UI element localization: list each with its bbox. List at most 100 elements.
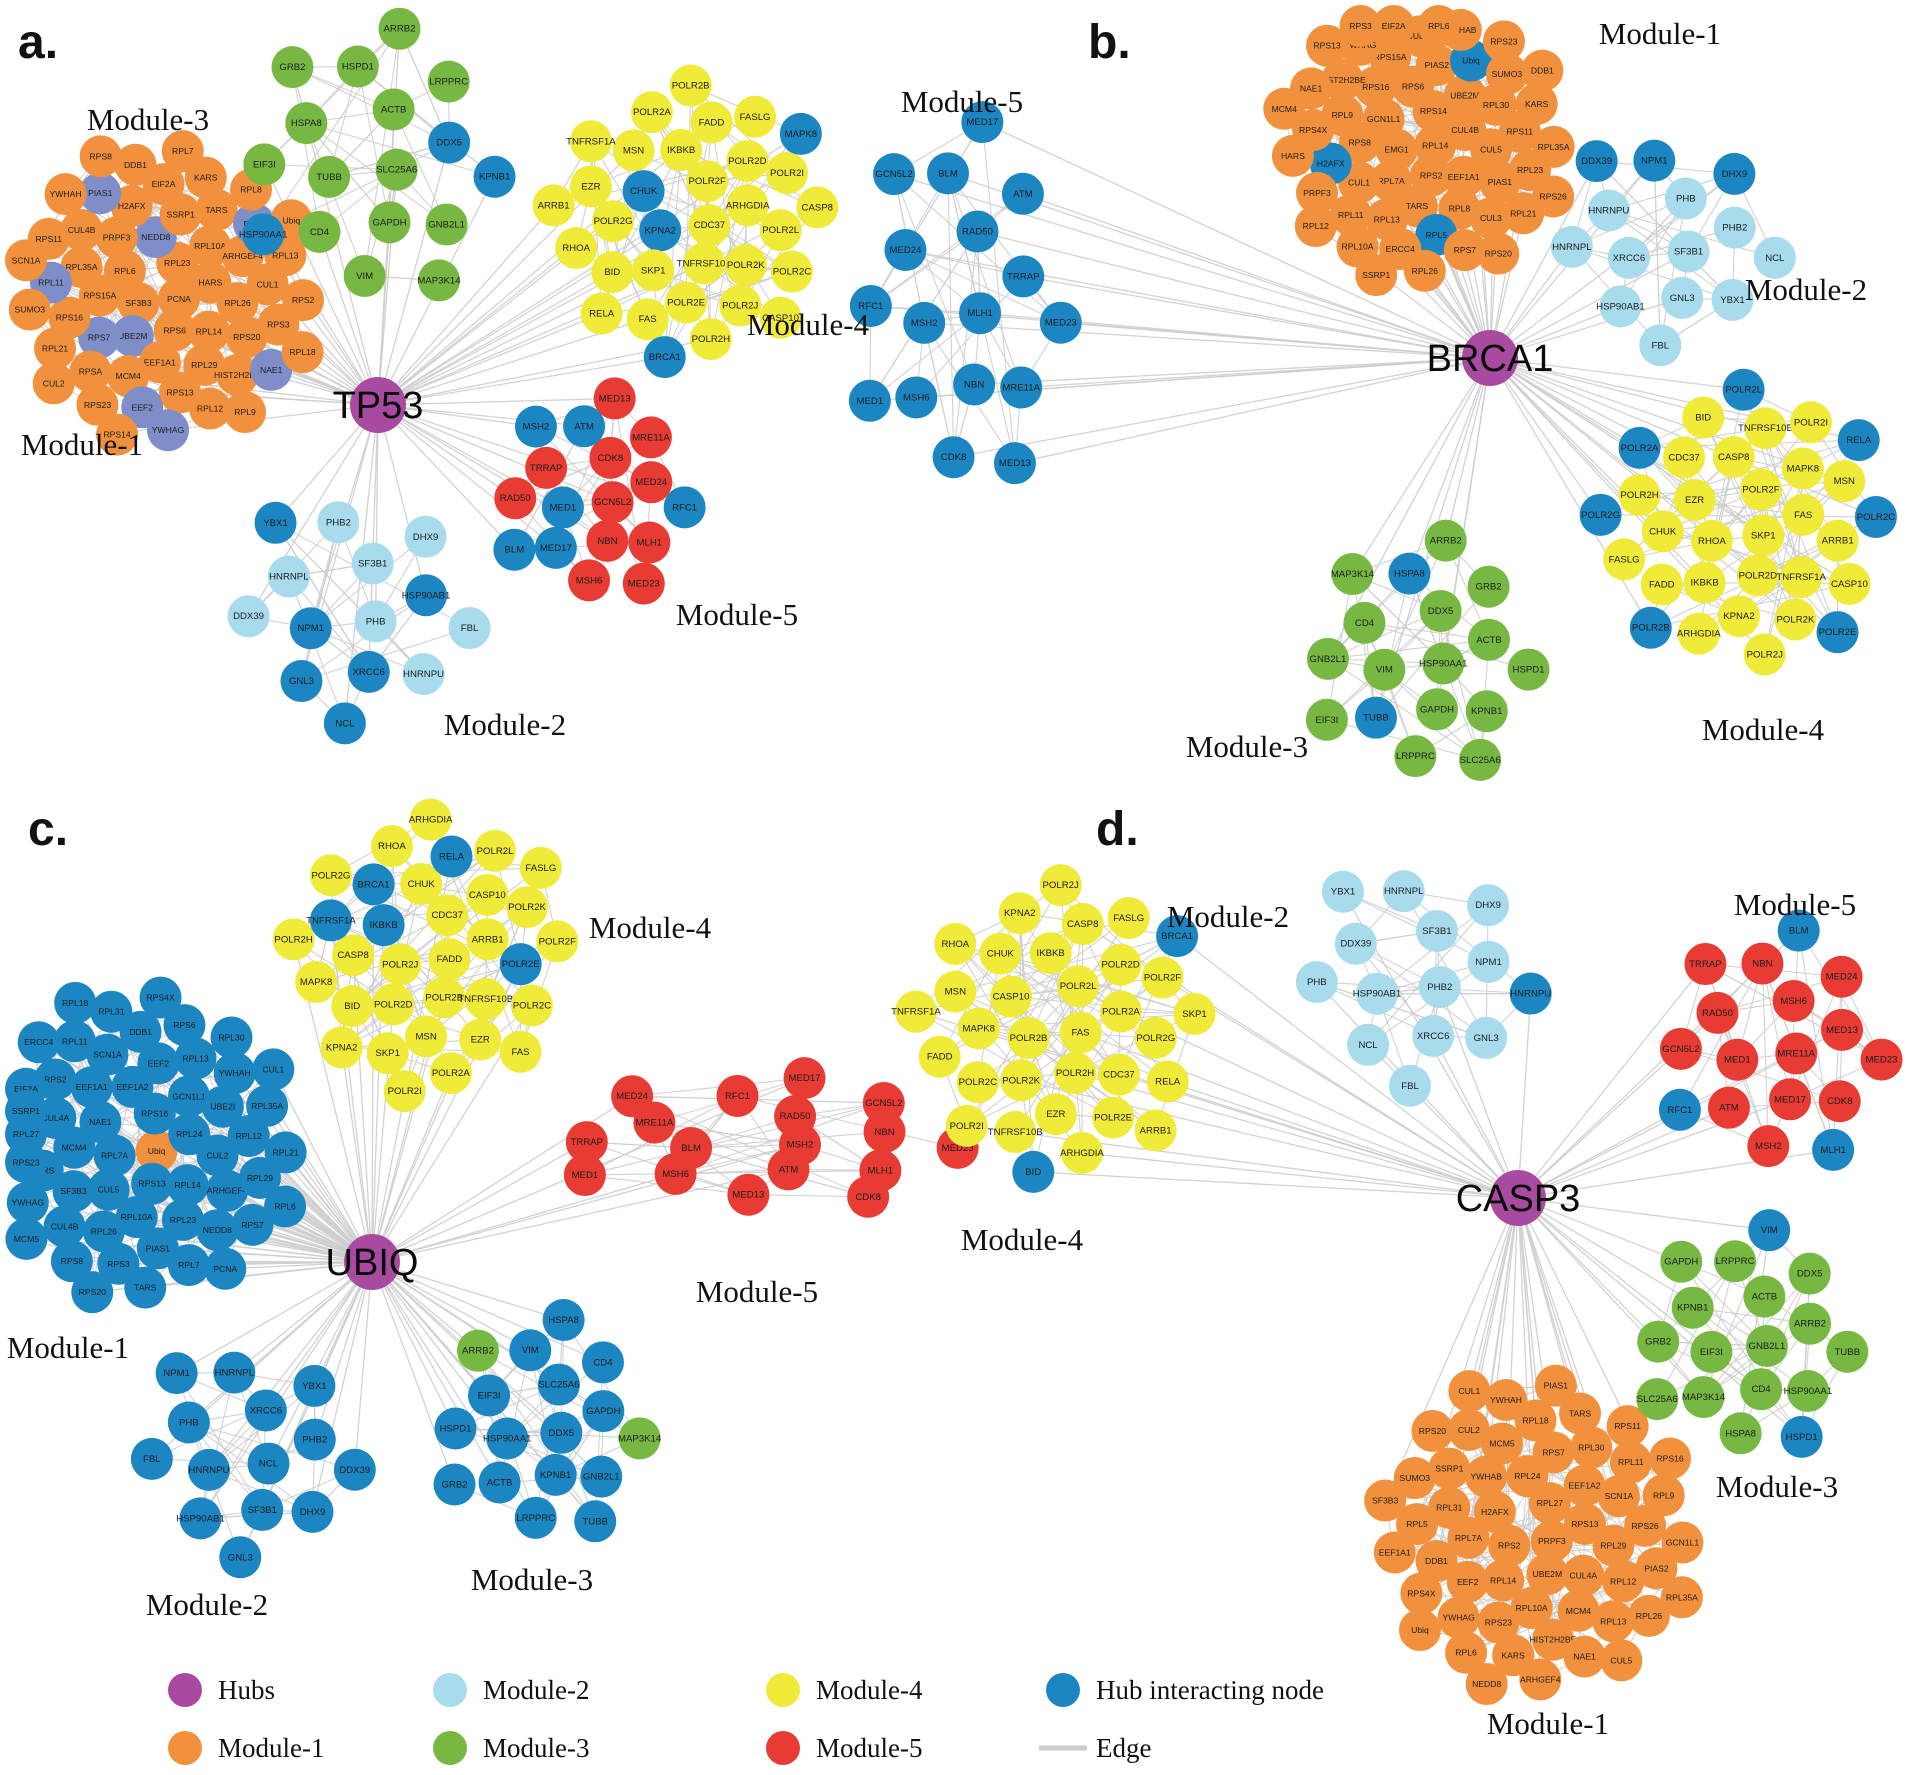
node: FADD xyxy=(428,938,471,981)
node-gene-label: IKBKB xyxy=(667,145,695,156)
node: HNRNPU xyxy=(1587,189,1630,232)
node-circle xyxy=(1789,1302,1832,1345)
node: BRCA1 xyxy=(1156,915,1199,958)
node-circle xyxy=(473,155,516,198)
node-gene-label: NPM1 xyxy=(163,1368,190,1379)
node-gene-label: PRPF3 xyxy=(103,232,131,242)
node: TARS xyxy=(1559,1392,1602,1435)
node: RPL7A xyxy=(93,1134,136,1177)
node: TRRAP xyxy=(565,1121,608,1164)
edge xyxy=(1383,540,1447,670)
node-gene-label: RPS6 xyxy=(163,325,186,335)
node: NAE1 xyxy=(250,348,293,391)
node: RFC1 xyxy=(1658,1088,1701,1131)
edge xyxy=(199,1410,267,1519)
node-circle xyxy=(1649,1437,1692,1480)
node-circle xyxy=(1661,1521,1704,1564)
node: POLR2J xyxy=(379,943,422,986)
node-gene-label: MSH2 xyxy=(911,318,938,329)
node-circle xyxy=(71,1271,114,1314)
module-label-module-2: Module-2 xyxy=(146,1587,268,1622)
node-circle xyxy=(632,249,675,292)
node-circle xyxy=(1477,232,1520,275)
node-gene-label: RPL26 xyxy=(1412,266,1438,276)
node-circle xyxy=(1306,637,1349,680)
node-circle xyxy=(783,1057,826,1100)
node-gene-label: LRPPRC xyxy=(1396,751,1435,762)
node-gene-label: EEF1A2 xyxy=(1569,1481,1601,1491)
node-gene-label: KPNB1 xyxy=(1471,706,1502,717)
edge xyxy=(654,1122,789,1170)
hub-edge xyxy=(1489,160,1598,359)
node-circle xyxy=(86,1033,129,1076)
node: POLR2D xyxy=(372,983,415,1026)
edge xyxy=(870,231,978,307)
edge xyxy=(535,426,650,543)
node: MSH6 xyxy=(1772,979,1815,1022)
legend-swatch-interact xyxy=(1046,1673,1080,1707)
module-label-module-4: Module-4 xyxy=(1702,712,1825,747)
node: TNFRSF1A xyxy=(566,120,616,163)
node-circle xyxy=(1660,1240,1703,1283)
node: RPS20 xyxy=(1411,1409,1454,1452)
node: KPNA2 xyxy=(998,892,1041,935)
node-gene-label: GRB2 xyxy=(441,1479,467,1490)
legend-label: Module-2 xyxy=(483,1675,589,1705)
node-circle xyxy=(688,204,731,247)
node-circle xyxy=(1769,1078,1812,1121)
node-circle xyxy=(654,1152,697,1195)
node-circle xyxy=(1641,510,1684,553)
node-gene-label: MLH1 xyxy=(637,537,663,548)
node-circle xyxy=(894,990,937,1033)
node-circle xyxy=(1446,1560,1489,1603)
node-gene-label: CUL2 xyxy=(206,1150,228,1160)
node: SCN1A xyxy=(5,239,47,282)
node-circle xyxy=(1294,205,1337,248)
node: MED17 xyxy=(783,1057,826,1100)
node: BRCA1 xyxy=(643,336,686,379)
node-circle xyxy=(298,210,341,253)
node: SLC25A6 xyxy=(375,148,418,191)
node-gene-label: CD4 xyxy=(1751,1384,1771,1395)
node-circle xyxy=(317,501,360,544)
node: FADD xyxy=(690,101,733,144)
node: RPL6 xyxy=(1417,5,1460,47)
node-circle xyxy=(1562,1554,1605,1597)
node: MED24 xyxy=(611,1075,654,1118)
node-circle xyxy=(1355,254,1398,297)
edge xyxy=(1028,923,1084,1039)
node-gene-label: RPS16 xyxy=(1656,1453,1683,1463)
node-gene-label: FADD xyxy=(1649,580,1675,591)
node-circle xyxy=(1772,979,1815,1022)
node-gene-label: ARHGEF4 xyxy=(222,251,263,261)
node-circle xyxy=(532,184,575,227)
node: HIST2H2BE xyxy=(214,353,261,396)
node: SLC25A6 xyxy=(537,1363,580,1406)
node-circle xyxy=(157,277,200,320)
hub-edge xyxy=(176,1261,373,1374)
node: BLM xyxy=(1777,909,1820,952)
node-gene-label: HIST2H2BE xyxy=(1530,1635,1577,1645)
node: RHOA xyxy=(555,227,598,270)
node-gene-label: POLR2D xyxy=(1101,960,1139,971)
node-gene-label: MSH2 xyxy=(523,422,550,433)
node-gene-label: EEF1A2 xyxy=(116,1082,148,1092)
hub-edge xyxy=(377,312,602,406)
node-circle xyxy=(903,301,946,344)
node: DHX9 xyxy=(404,515,447,558)
edge xyxy=(981,122,1016,464)
node-gene-label: DDB1 xyxy=(1425,1556,1448,1566)
node: PRPF3 xyxy=(1296,171,1339,214)
edge xyxy=(292,66,450,144)
node-circle xyxy=(591,481,634,524)
node: LRPPRC xyxy=(514,1496,557,1539)
panel-label-c: c. xyxy=(28,803,68,856)
node: RPS20 xyxy=(1477,232,1520,275)
edge xyxy=(199,1372,235,1519)
node-gene-label: MCM4 xyxy=(62,1143,88,1153)
edge xyxy=(869,312,981,402)
node: MRE11A xyxy=(1775,1032,1818,1075)
node: EZR xyxy=(1673,478,1716,521)
node: LRPPRC xyxy=(1394,735,1437,778)
edge xyxy=(939,985,1079,1058)
